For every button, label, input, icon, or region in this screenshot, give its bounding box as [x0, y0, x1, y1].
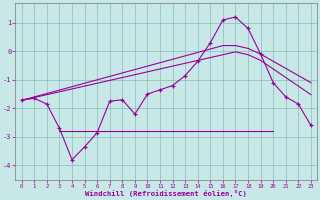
X-axis label: Windchill (Refroidissement éolien,°C): Windchill (Refroidissement éolien,°C)	[85, 190, 247, 197]
